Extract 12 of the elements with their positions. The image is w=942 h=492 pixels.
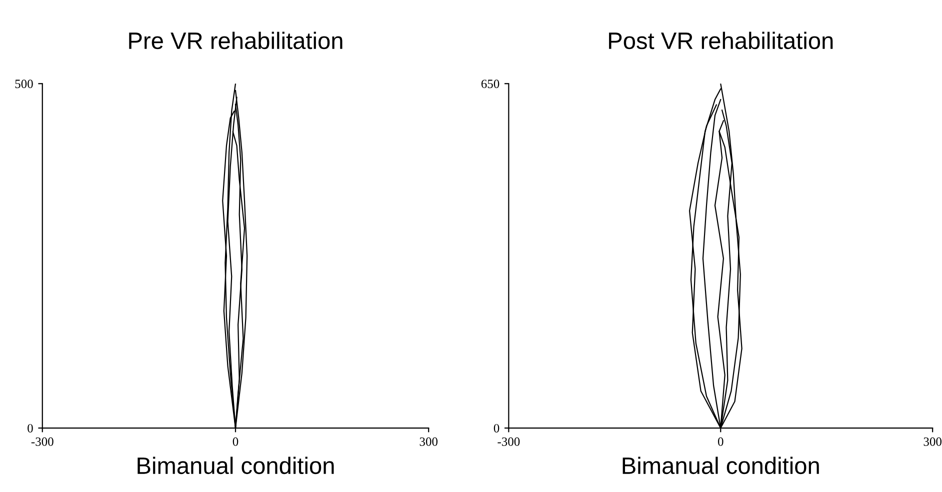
x-tick-label: -300 bbox=[31, 437, 54, 446]
x-tick-label: 0 bbox=[718, 437, 724, 446]
x-tick-label: 300 bbox=[420, 437, 438, 446]
chart-title: Post VR rehabilitation bbox=[609, 32, 833, 50]
x-tick-label: 0 bbox=[232, 437, 238, 446]
y-tick-label: 500 bbox=[15, 80, 33, 88]
y-tick-label: 650 bbox=[481, 80, 500, 88]
chart-title: Pre VR rehabilitation bbox=[129, 32, 342, 50]
x-tick-label: -300 bbox=[498, 437, 520, 446]
x-tick-label: 300 bbox=[924, 437, 942, 446]
x-axis-title: Bimanual condition bbox=[622, 456, 819, 474]
x-axis-title: Bimanual condition bbox=[138, 456, 334, 474]
